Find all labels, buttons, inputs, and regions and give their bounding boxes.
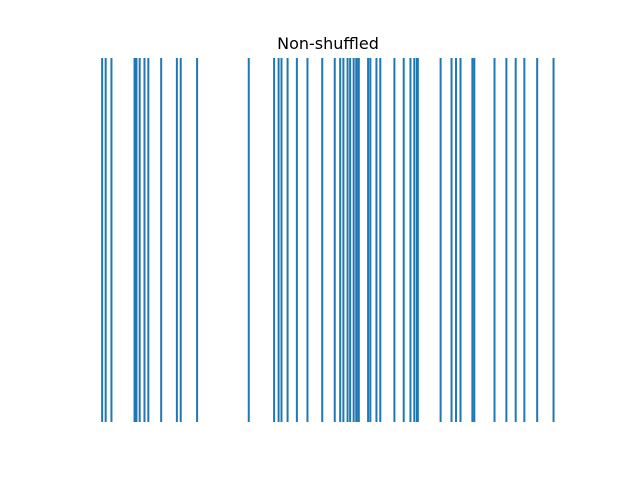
chart-title: Non-shuffled [277,34,379,53]
event-lines [101,58,555,422]
